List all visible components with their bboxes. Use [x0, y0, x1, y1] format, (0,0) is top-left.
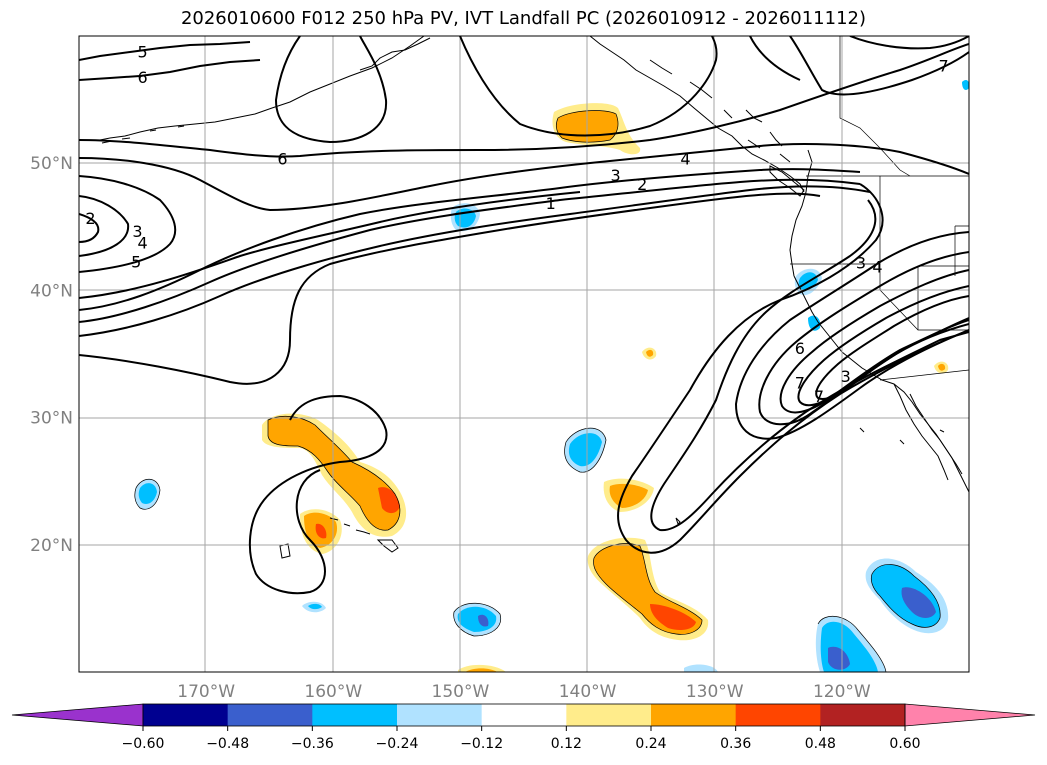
colorbar-tick-label: −0.24: [376, 736, 419, 752]
contour-label: 7: [795, 373, 805, 392]
colorbar-segment: [820, 704, 906, 726]
contour-label: 3: [841, 367, 851, 386]
contour-label: 4: [680, 149, 690, 168]
map-frame: [78, 35, 970, 673]
colorbar-tick-label: −0.60: [122, 736, 165, 752]
lon-tick-label: 170°W: [177, 682, 235, 702]
contour-label: 1: [546, 194, 556, 213]
colorbar-tick-label: 0.12: [551, 736, 582, 752]
contour-label: 3: [132, 222, 142, 241]
lon-tick-label: 120°W: [813, 682, 871, 702]
contour-label: 7: [814, 387, 824, 406]
map-area: [79, 36, 969, 672]
contour-label: 2: [85, 209, 95, 228]
contour-label: 4: [872, 258, 882, 277]
latitude-labels: 50°N 40°N 30°N 20°N: [30, 154, 73, 556]
lon-tick-label: 160°W: [304, 682, 362, 702]
colorbar-tick-label: −0.12: [460, 736, 503, 752]
colorbar-extend-low: [11, 703, 144, 727]
contour-label: 3: [610, 166, 620, 185]
contour-label: 3: [856, 254, 866, 273]
colorbar-segment: [566, 704, 652, 726]
colorbar-tick-label: 0.48: [805, 736, 836, 752]
lat-tick-label: 50°N: [30, 154, 73, 174]
colorbar-outline: [142, 703, 906, 727]
map-title: 2026010600 F012 250 hPa PV, IVT Landfall…: [180, 8, 867, 29]
lon-tick-label: 130°W: [686, 682, 744, 702]
colorbar-tick-label: −0.36: [291, 736, 334, 752]
contour-label: 6: [277, 149, 287, 168]
contour-label: 6: [137, 68, 147, 87]
contour-label: 2: [637, 175, 647, 194]
lon-tick-label: 140°W: [559, 682, 617, 702]
colorbar-extend-high: [904, 703, 1036, 727]
lat-tick-label: 20°N: [30, 536, 73, 556]
contour-label: 5: [131, 252, 141, 271]
colorbar-segment: [227, 704, 313, 726]
contour-label: 4: [137, 233, 147, 252]
colorbar-segment: [143, 704, 229, 726]
colorbar-tick-label: −0.48: [206, 736, 249, 752]
colorbar-tick-label: 0.24: [635, 736, 666, 752]
contour-label: 7: [938, 57, 948, 76]
colorbar-segment: [481, 704, 567, 726]
colorbar-segment: [312, 704, 398, 726]
contour-label: 5: [137, 43, 147, 62]
colorbar-tick-label: 0.60: [889, 736, 920, 752]
lat-tick-label: 40°N: [30, 281, 73, 301]
colorbar-segment: [397, 704, 483, 726]
pv-contours: [79, 36, 969, 595]
longitude-labels: 170°W 160°W 150°W 140°W 130°W 120°W: [177, 682, 871, 702]
colorbar-tick-label: 0.36: [720, 736, 751, 752]
contour-label: 6: [795, 339, 805, 358]
colorbar: −0.60 −0.48 −0.36 −0.24 −0.12 0.12 0.24 0.36 0.4…: [11, 703, 1036, 752]
colorbar-segment: [735, 704, 821, 726]
lat-tick-label: 30°N: [30, 409, 73, 429]
colorbar-segment: [651, 704, 737, 726]
lon-tick-label: 150°W: [432, 682, 490, 702]
coastlines: [99, 36, 969, 559]
